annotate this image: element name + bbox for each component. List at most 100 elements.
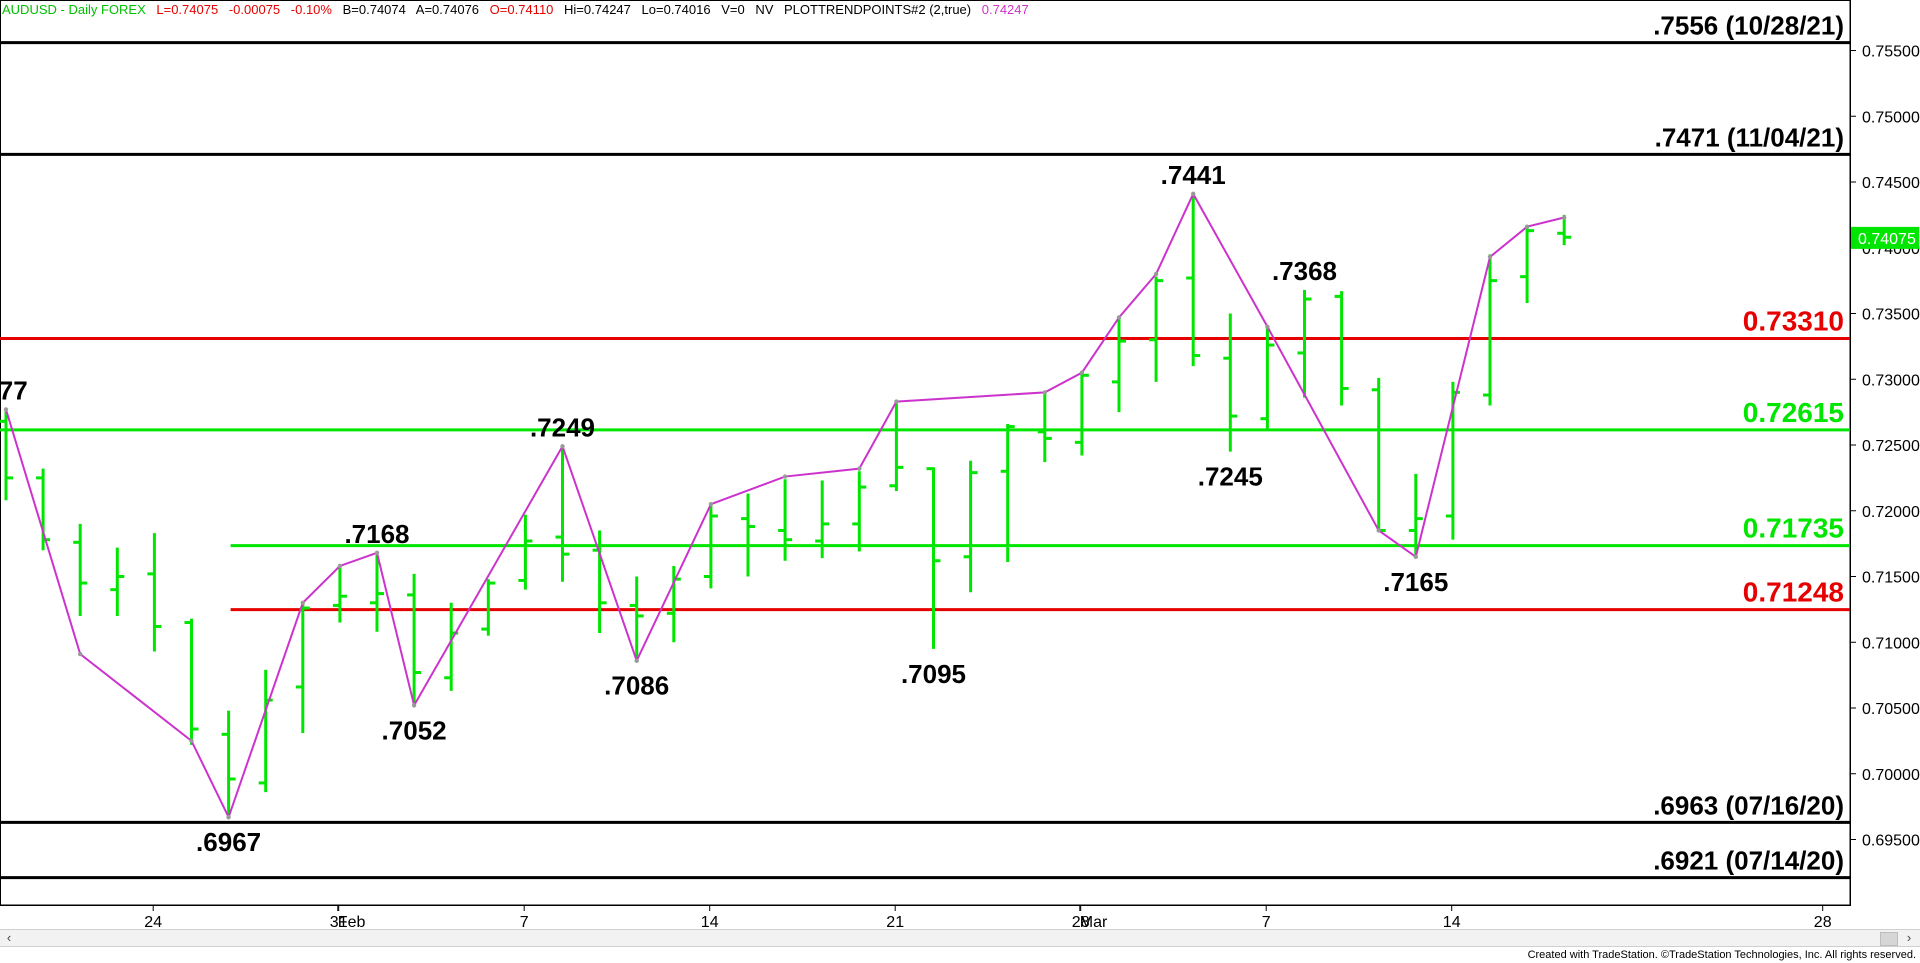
trend-point [894,399,899,404]
chart-header: AUDUSD - Daily FOREX L=0.74075 -0.00075 … [2,2,1036,17]
ohlc-bar [1112,316,1126,413]
ohlc-bar [147,533,162,652]
time-tick-label: 28 [1814,914,1832,929]
ohlc-bar [666,565,681,643]
scroll-right-button[interactable]: › [1902,930,1916,946]
pct-change: -0.10% [290,2,332,17]
time-tick-label: 14 [701,914,719,929]
level-label: 0.71735 [1743,513,1844,544]
ohlc-bar [778,479,793,561]
trend-point [782,474,788,479]
time-scrollbar[interactable]: ‹ › [0,929,1920,947]
level-label: .7471 (11/04/21) [1655,122,1844,152]
time-tick-label: 7 [520,914,529,929]
pivot-label: .7086 [604,671,669,701]
scroll-left-button[interactable]: ‹ [2,930,16,946]
symbol-label: AUDUSD - Daily FOREX [2,2,146,17]
ohlc-bar [332,565,347,623]
level-label: 0.72615 [1743,397,1844,428]
ohlc-bar [1371,377,1386,532]
trend-point [1376,528,1381,533]
last-price-label: 0.74075 [1858,231,1916,248]
price-tick-label: 0.71500 [1862,570,1920,587]
ohlc-bar [629,576,644,661]
ohlc-bar [221,710,236,818]
pivot-label: .7052 [382,715,447,745]
ohlc-bar [407,573,422,706]
trend-point [857,466,862,471]
trend-point [411,703,417,708]
trend-point [337,563,343,569]
chevron-left-icon: ‹ [6,930,12,945]
price-tick-label: 0.74500 [1862,175,1920,192]
price-chart[interactable]: .7556 (10/28/21) .7471 (11/04/21) 0.73310 0… [0,0,1920,931]
trend-point [189,738,194,744]
time-tick-label: 14 [1443,914,1461,929]
ohlc-bar [481,579,496,636]
ohlc-bar [555,446,570,582]
ohlc-bar [444,602,459,691]
ohlc-bar [370,552,384,632]
ohlc-bar [1483,254,1497,406]
volume: V=0 [721,2,745,17]
price-tick-label: 0.75500 [1862,44,1920,61]
pivot-label: 277 [0,375,28,405]
trend-point [78,651,83,657]
ohlc-bar [1260,326,1275,430]
pivot-label: .7441 [1161,160,1226,190]
ohlc-bar [0,408,13,501]
trend-point [1079,370,1085,375]
chevron-right-icon: › [1906,930,1912,945]
ohlc-bar [518,514,533,590]
ohlc-bar [1520,228,1535,303]
ohlc-bar [1223,313,1238,452]
last-price: L=0.74075 [156,2,219,17]
open-price: O=0.74110 [489,2,554,17]
pivot-label: .7245 [1198,462,1263,492]
high-price: Hi=0.74247 [564,2,631,17]
time-tick-label: Mar [1080,914,1108,929]
pivot-label: .7165 [1383,567,1448,597]
price-tick-label: 0.69500 [1862,833,1920,850]
trend-point [634,658,639,663]
time-tick-label: 24 [144,914,162,929]
trend-point [1487,254,1493,260]
pivot-label: .6967 [196,827,261,857]
ohlc-bar [1297,289,1312,398]
indicator-value: 0.74247 [981,2,1029,17]
ohlc-bar [963,460,978,593]
ohlc-bar [889,402,904,492]
ohlc-bar [1408,473,1423,557]
scroll-thumb[interactable] [1880,932,1898,946]
bid-price: B=0.74074 [342,2,406,17]
trend-point [1524,224,1530,229]
ohlc-bar [184,618,199,745]
price-tick-label: 0.73500 [1862,307,1920,324]
ohlc-bar [110,547,125,616]
ohlc-bar [741,493,755,577]
ohlc-bar [36,468,51,551]
trend-point [1153,271,1159,277]
trend-point [1042,390,1048,395]
low-price: Lo=0.74016 [641,2,711,17]
footer-credit: Created with TradeStation. ©TradeStation… [1527,949,1916,961]
price-tick-label: 0.72000 [1862,504,1920,521]
time-tick-label: 21 [886,914,904,929]
pivot-label: .7249 [530,412,595,442]
trend-point [1562,215,1567,220]
price-tick-label: 0.70500 [1862,701,1920,718]
trend-point [560,444,565,449]
ohlc-bar [1334,291,1349,406]
trend-point [708,501,714,507]
pivot-label: .7095 [901,659,966,689]
price-tick-label: 0.73000 [1862,372,1920,389]
price-tick-label: 0.70000 [1862,767,1920,784]
price-tick-label: 0.75000 [1862,109,1920,126]
price-tick-label: 0.71000 [1862,635,1920,652]
indicator-name: PLOTTRENDPOINTS#2 (2,true) [784,2,972,17]
ohlc-bar [815,480,830,559]
level-label: .6921 (07/14/20) [1653,846,1844,876]
net-change: -0.00075 [228,2,281,17]
price-tick-label: 0.72500 [1862,438,1920,455]
